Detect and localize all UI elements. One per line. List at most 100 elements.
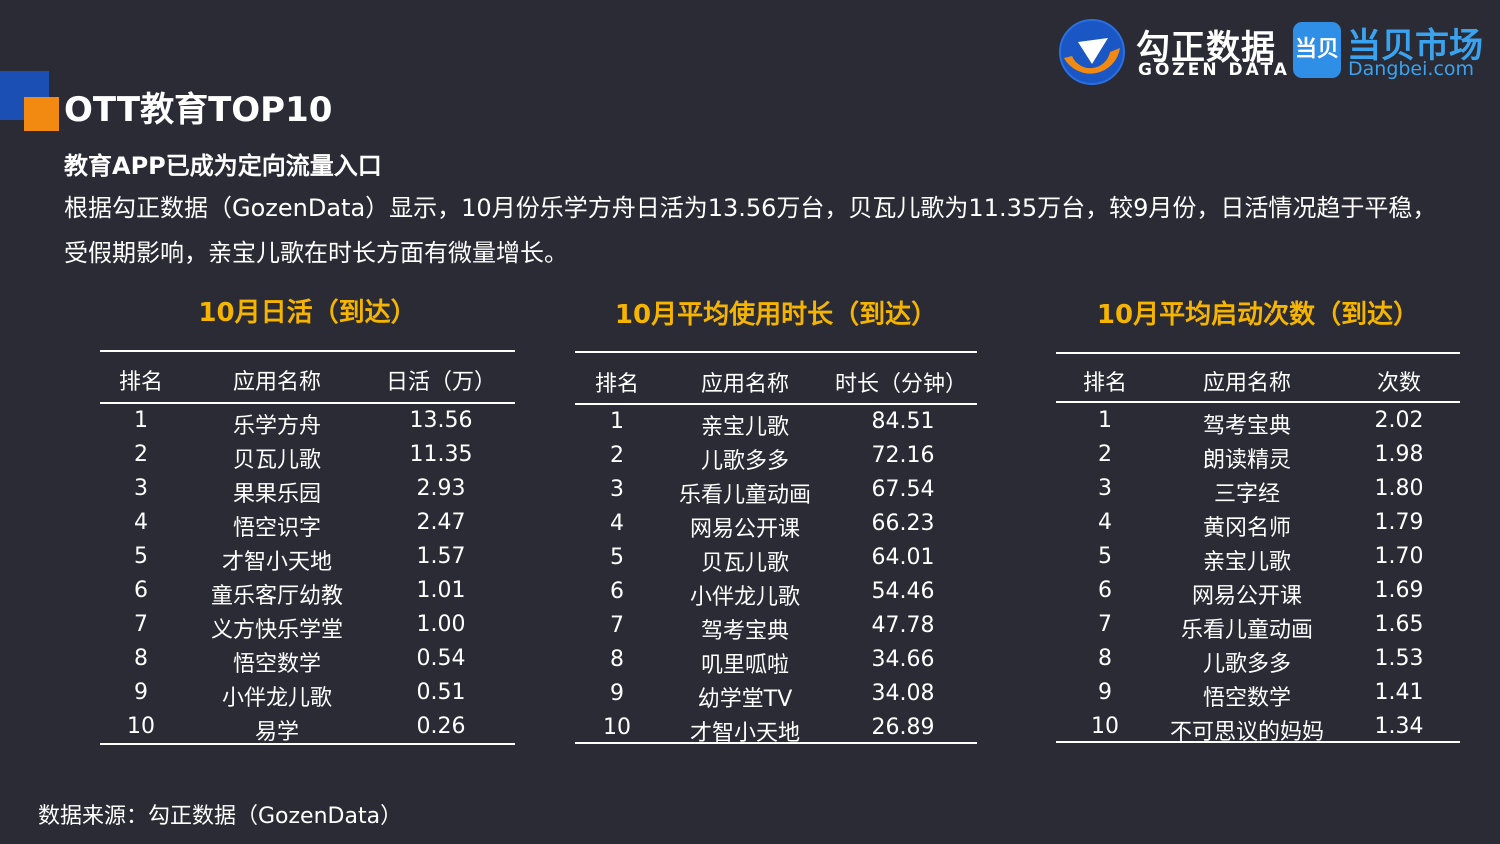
cell-rank: 5: [134, 544, 148, 569]
table-row: 8 悟空数学 0.54: [100, 644, 515, 678]
cell-app-name: 叽里呱啦: [700, 653, 790, 678]
cell-value: 47.78: [871, 613, 935, 638]
cell-app-name: 乐看儿童动画: [1180, 618, 1314, 643]
table-row: 4 悟空识字 2.47: [100, 508, 515, 542]
cell-app-name: 驾考宝典: [1202, 414, 1292, 439]
cell-app-name: 黄冈名师: [1202, 516, 1292, 541]
table-row: 3 果果乐园 2.93: [100, 474, 515, 508]
table-row: 7 义方快乐学堂 1.00: [100, 610, 515, 644]
table-row: 8 叽里呱啦 34.66: [575, 645, 977, 679]
cell-rank: 4: [610, 511, 624, 536]
cell-app-name: 才智小天地: [689, 721, 801, 746]
cell-app-name: 乐学方舟: [232, 414, 322, 439]
table-row: 2 朗读精灵 1.98: [1056, 440, 1460, 474]
table-row: 1 乐学方舟 13.56: [100, 406, 515, 440]
cell-rank: 6: [1098, 578, 1112, 603]
cell-rank: 7: [134, 612, 148, 637]
table-row: 7 乐看儿童动画 1.65: [1056, 610, 1460, 644]
table-row: 4 网易公开课 66.23: [575, 509, 977, 543]
cell-value: 2.02: [1374, 408, 1424, 433]
header-rank: 排名: [1082, 371, 1128, 396]
cell-rank: 5: [610, 545, 624, 570]
table-avg-duration: 排名 应用名称 时长（分钟） 1 亲宝儿歌 84.51 2 儿歌多多 72.16 3 乐看儿童…: [575, 351, 977, 749]
table-row: 9 幼学堂TV 34.08: [575, 679, 977, 713]
cell-value: 1.57: [416, 544, 466, 569]
dangbei-badge-icon: 当贝: [1293, 22, 1341, 78]
cell-rank: 3: [610, 477, 624, 502]
summary-paragraph: 根据勾正数据（GozenData）显示，10月份乐学方舟日活为13.56万台，贝…: [64, 194, 1437, 267]
table-header: 排名 应用名称 日活（万）: [100, 350, 515, 402]
table-daily-active: 排名 应用名称 日活（万） 1 乐学方舟 13.56 2 贝瓦儿歌 11.35 3 果果乐园 2…: [100, 350, 515, 748]
table-row: 1 驾考宝典 2.02: [1056, 406, 1460, 440]
table-row: 1 亲宝儿歌 84.51: [575, 407, 977, 441]
cell-app-name: 悟空识字: [232, 516, 322, 541]
cell-app-name: 驾考宝典: [700, 619, 790, 644]
cell-rank: 1: [134, 408, 148, 433]
header-rank: 排名: [118, 370, 164, 395]
cell-rank: 8: [134, 646, 148, 671]
cell-rank: 10: [127, 714, 155, 739]
cell-app-name: 小伴龙儿歌: [221, 686, 333, 711]
table-bottom-rule: [100, 743, 515, 745]
cell-rank: 10: [1091, 714, 1119, 739]
cell-value: 0.54: [416, 646, 466, 671]
table-bottom-rule: [1056, 741, 1460, 743]
dangbei-logo: 当贝 当贝市场 Dangbei.com: [1293, 20, 1493, 82]
table-top-rule: [1056, 352, 1460, 354]
cell-rank: 9: [1098, 680, 1112, 705]
page-title: OTT教育TOP10: [64, 90, 333, 130]
cell-value: 1.01: [416, 578, 466, 603]
table-row: 5 才智小天地 1.57: [100, 542, 515, 576]
cell-app-name: 果果乐园: [232, 482, 322, 507]
cell-rank: 4: [1098, 510, 1112, 535]
cell-rank: 1: [610, 409, 624, 434]
table-row: 6 童乐客厅幼教 1.01: [100, 576, 515, 610]
cell-rank: 1: [1098, 408, 1112, 433]
cell-value: 2.93: [416, 476, 466, 501]
cell-rank: 2: [1098, 442, 1112, 467]
table-row: 10 不可思议的妈妈 1.34: [1056, 712, 1460, 746]
table-title-daily-active: 10月日活（到达）: [198, 298, 417, 328]
cell-app-name: 亲宝儿歌: [700, 415, 790, 440]
cell-rank: 5: [1098, 544, 1112, 569]
cell-app-name: 义方快乐学堂: [210, 618, 344, 643]
cell-app-name: 悟空数学: [1202, 686, 1292, 711]
cell-value: 1.70: [1374, 544, 1424, 569]
cell-app-name: 童乐客厅幼教: [210, 584, 344, 609]
cell-value: 2.47: [416, 510, 466, 535]
cell-value: 34.08: [871, 681, 935, 706]
cell-app-name: 网易公开课: [689, 517, 801, 542]
table-row: 5 贝瓦儿歌 64.01: [575, 543, 977, 577]
cell-value: 0.26: [416, 714, 466, 739]
table-row: 10 才智小天地 26.89: [575, 713, 977, 747]
cell-rank: 2: [134, 442, 148, 467]
table-avg-launches: 排名 应用名称 次数 1 驾考宝典 2.02 2 朗读精灵 1.98 3 三字经 1.80 4 黄冈…: [1056, 352, 1460, 750]
page-subtitle: 教育APP已成为定向流量入口: [64, 152, 382, 180]
table-title-avg-duration: 10月平均使用时长（到达）: [614, 300, 938, 330]
cell-value: 1.98: [1374, 442, 1424, 467]
cell-value: 66.23: [871, 511, 935, 536]
table-header-rule: [1056, 401, 1460, 403]
cell-rank: 10: [603, 715, 631, 740]
cell-rank: 8: [1098, 646, 1112, 671]
cell-value: 54.46: [871, 579, 935, 604]
cell-value: 67.54: [871, 477, 935, 502]
cell-value: 72.16: [871, 443, 935, 468]
cell-value: 1.80: [1374, 476, 1424, 501]
header-app-name: 应用名称: [1202, 371, 1292, 396]
cell-app-name: 儿歌多多: [700, 449, 790, 474]
cell-app-name: 小伴龙儿歌: [689, 585, 801, 610]
gozen-globe-icon: [1059, 19, 1125, 85]
cell-value: 1.34: [1374, 714, 1424, 739]
header-metric: 日活（万）: [385, 370, 497, 395]
cell-app-name: 三字经: [1213, 482, 1281, 507]
table-row: 4 黄冈名师 1.79: [1056, 508, 1460, 542]
table-row: 8 儿歌多多 1.53: [1056, 644, 1460, 678]
cell-value: 1.41: [1374, 680, 1424, 705]
dangbei-logo-cn: 当贝市场: [1347, 26, 1483, 66]
gozen-logo: 勾正数据 GOZEN DATA: [1058, 18, 1287, 86]
cell-app-name: 亲宝儿歌: [1202, 550, 1292, 575]
cell-rank: 6: [134, 578, 148, 603]
cell-rank: 3: [1098, 476, 1112, 501]
cell-app-name: 幼学堂TV: [697, 687, 793, 712]
